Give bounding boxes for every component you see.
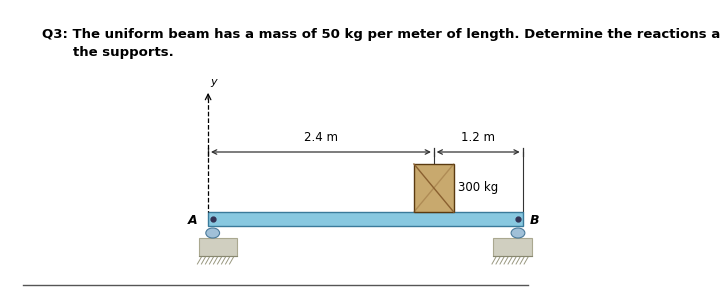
Text: B: B [530, 214, 540, 227]
Text: 2.4 m: 2.4 m [304, 131, 338, 144]
Text: 1.2 m: 1.2 m [462, 131, 495, 144]
Bar [493, 238, 532, 256]
Text: 300 kg: 300 kg [457, 181, 498, 194]
Text: y: y [210, 77, 217, 87]
Ellipse shape [206, 228, 220, 238]
Text: Q3: The uniform beam has a mass of 50 kg per meter of length. Determine the reac: Q3: The uniform beam has a mass of 50 kg… [42, 28, 720, 41]
Bar [199, 238, 237, 256]
Text: the supports.: the supports. [73, 46, 174, 59]
Text: A: A [188, 214, 197, 227]
Bar [414, 164, 454, 212]
Ellipse shape [511, 228, 525, 238]
Bar [208, 212, 523, 226]
